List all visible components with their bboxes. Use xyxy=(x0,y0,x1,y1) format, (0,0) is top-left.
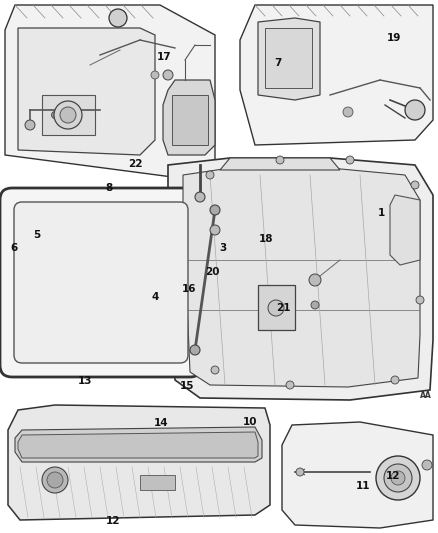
FancyBboxPatch shape xyxy=(0,188,202,377)
Text: 16: 16 xyxy=(182,285,197,294)
Text: 4: 4 xyxy=(152,293,159,302)
FancyBboxPatch shape xyxy=(14,202,188,363)
Text: 11: 11 xyxy=(356,481,371,491)
Text: 20: 20 xyxy=(205,267,220,277)
Circle shape xyxy=(268,300,284,316)
Circle shape xyxy=(42,467,68,493)
Text: 19: 19 xyxy=(387,34,401,43)
Text: 8: 8 xyxy=(106,183,113,192)
Text: 17: 17 xyxy=(157,52,172,62)
Circle shape xyxy=(384,464,412,492)
Circle shape xyxy=(25,120,35,130)
Circle shape xyxy=(411,181,419,189)
Circle shape xyxy=(52,111,59,118)
Polygon shape xyxy=(163,80,215,155)
Circle shape xyxy=(211,366,219,374)
Circle shape xyxy=(190,345,200,355)
Polygon shape xyxy=(18,432,258,458)
Circle shape xyxy=(346,156,354,164)
Circle shape xyxy=(286,381,294,389)
Polygon shape xyxy=(172,95,208,145)
Circle shape xyxy=(210,225,220,235)
Circle shape xyxy=(60,107,76,123)
Circle shape xyxy=(210,205,220,215)
Circle shape xyxy=(109,9,127,27)
Circle shape xyxy=(54,101,82,129)
Text: 14: 14 xyxy=(154,418,169,427)
Polygon shape xyxy=(183,168,420,387)
Text: 13: 13 xyxy=(78,376,93,386)
Polygon shape xyxy=(258,285,295,330)
Circle shape xyxy=(422,460,432,470)
Circle shape xyxy=(47,472,63,488)
Text: 15: 15 xyxy=(180,382,195,391)
Polygon shape xyxy=(265,28,312,88)
Polygon shape xyxy=(18,28,155,155)
Polygon shape xyxy=(390,195,420,265)
Circle shape xyxy=(311,301,319,309)
Circle shape xyxy=(376,456,420,500)
Circle shape xyxy=(391,471,405,485)
Text: 22: 22 xyxy=(127,159,142,169)
Circle shape xyxy=(151,71,159,79)
Text: 10: 10 xyxy=(243,417,258,427)
Circle shape xyxy=(206,171,214,179)
Text: AA: AA xyxy=(420,391,432,400)
Polygon shape xyxy=(8,405,270,520)
Polygon shape xyxy=(240,5,433,145)
Circle shape xyxy=(405,100,425,120)
Circle shape xyxy=(276,156,284,164)
Circle shape xyxy=(343,107,353,117)
Circle shape xyxy=(163,70,173,80)
Circle shape xyxy=(309,274,321,286)
Circle shape xyxy=(71,104,78,111)
Polygon shape xyxy=(282,422,433,528)
Polygon shape xyxy=(42,95,95,135)
Text: 6: 6 xyxy=(11,243,18,253)
Text: 1: 1 xyxy=(378,208,385,218)
Polygon shape xyxy=(220,158,340,170)
Circle shape xyxy=(296,468,304,476)
Text: 18: 18 xyxy=(259,234,274,244)
Text: 21: 21 xyxy=(276,303,291,313)
Text: 12: 12 xyxy=(106,516,120,526)
Polygon shape xyxy=(15,427,262,462)
Polygon shape xyxy=(168,158,433,400)
Text: 12: 12 xyxy=(385,471,400,481)
Text: 7: 7 xyxy=(275,58,282,68)
Polygon shape xyxy=(140,475,175,490)
Circle shape xyxy=(391,376,399,384)
Text: 5: 5 xyxy=(34,230,41,239)
Polygon shape xyxy=(5,5,215,178)
Circle shape xyxy=(195,192,205,202)
Text: 3: 3 xyxy=(220,243,227,253)
Polygon shape xyxy=(258,18,320,100)
Circle shape xyxy=(416,296,424,304)
